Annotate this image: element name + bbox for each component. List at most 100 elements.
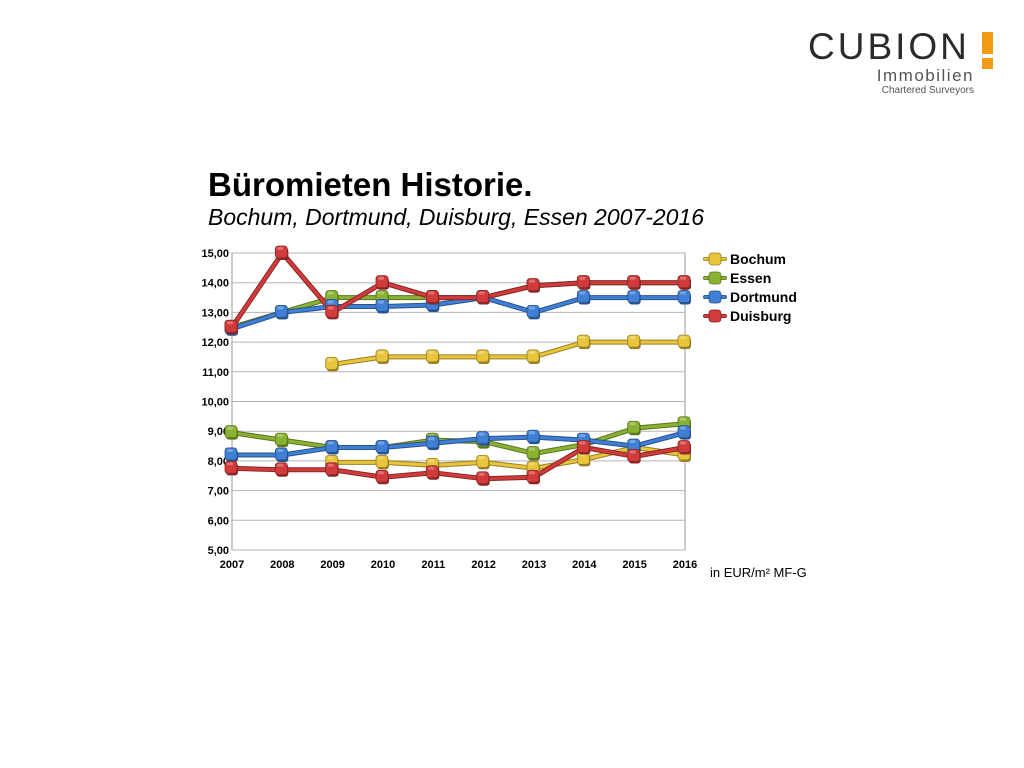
logo-exclamation-bar — [982, 32, 993, 54]
data-point-highlight — [629, 450, 636, 454]
y-tick-label: 9,00 — [208, 426, 229, 438]
data-point-highlight — [579, 441, 586, 445]
x-tick-label: 2016 — [673, 559, 697, 571]
data-point-highlight — [680, 291, 686, 295]
series-markers — [224, 245, 691, 486]
x-tick-label: 2011 — [421, 559, 445, 571]
logo-subline: Immobilien — [876, 66, 974, 85]
series-line — [230, 296, 687, 331]
x-tick-label: 2008 — [270, 559, 294, 571]
y-tick-label: 8,00 — [208, 456, 229, 468]
data-point-highlight — [327, 456, 334, 460]
y-tick-label: 11,00 — [202, 367, 229, 379]
data-point-highlight — [478, 472, 485, 476]
data-point-highlight — [529, 462, 535, 466]
y-axis-ticks: 5,00 6,00 7,00 8,00 9,00 10,00 11,00 12,00 13,00… — [201, 248, 229, 557]
y-tick-label: 7,00 — [208, 486, 229, 498]
data-point-highlight — [579, 276, 586, 280]
data-point-highlight — [478, 456, 485, 460]
data-point-highlight — [227, 426, 233, 430]
legend-marker — [708, 309, 722, 323]
data-point-highlight — [529, 471, 535, 475]
data-point-highlight — [327, 291, 334, 295]
data-point-highlight — [428, 350, 435, 354]
unit-note: in EUR/m² MF-G — [710, 565, 807, 580]
data-point-highlight — [277, 306, 284, 310]
x-tick-label: 2009 — [320, 559, 344, 571]
data-point-highlight — [378, 471, 384, 475]
series-line — [331, 340, 687, 366]
logo-tagline: Chartered Surveyors — [881, 85, 974, 96]
y-tick-label: 6,00 — [208, 515, 229, 527]
y-tick-label: 5,00 — [208, 545, 229, 557]
y-tick-label: 15,00 — [201, 248, 229, 260]
data-point-highlight — [529, 306, 535, 310]
data-point-highlight — [478, 350, 485, 354]
y-tick-label: 12,00 — [201, 337, 229, 349]
data-point-highlight — [227, 448, 233, 452]
data-point-highlight — [428, 291, 435, 295]
data-point-highlight — [378, 456, 384, 460]
series-line — [230, 431, 687, 457]
data-point-highlight — [529, 279, 535, 283]
x-tick-label: 2013 — [522, 559, 546, 571]
data-point-highlight — [629, 291, 636, 295]
data-point-highlight — [629, 336, 636, 340]
data-point-highlight — [629, 422, 636, 426]
y-tick-label: 10,00 — [201, 397, 229, 409]
series-line — [230, 251, 687, 329]
data-point-highlight — [428, 437, 435, 441]
data-point-highlight — [277, 247, 284, 250]
page-subtitle: Bochum, Dortmund, Duisburg, Essen 2007-2… — [208, 204, 705, 230]
legend-marker — [708, 252, 722, 266]
logo-wordmark: CUBION — [808, 26, 970, 67]
legend-marker — [708, 290, 722, 304]
legend-label: Essen — [730, 270, 771, 286]
series-line — [331, 446, 687, 470]
legend-marker — [708, 271, 722, 285]
data-point-highlight — [327, 306, 334, 310]
data-point-highlight — [478, 432, 485, 436]
legend-label: Duisburg — [730, 308, 791, 324]
data-point-highlight — [529, 350, 535, 354]
data-point-highlight — [227, 462, 233, 466]
data-point-highlight — [680, 417, 686, 421]
x-tick-label: 2015 — [622, 559, 646, 571]
cubion-logo: CUBION Immobilien Chartered Surveyors — [808, 28, 998, 98]
data-point-highlight — [327, 358, 334, 362]
data-point-highlight — [327, 441, 334, 445]
x-tick-label: 2010 — [371, 559, 395, 571]
data-point-highlight — [680, 336, 686, 340]
data-point-highlight — [579, 434, 586, 438]
data-point-highlight — [378, 276, 384, 280]
data-point-highlight — [529, 447, 535, 451]
data-point-highlight — [428, 459, 435, 463]
legend-label: Dortmund — [730, 289, 797, 305]
y-tick-label: 13,00 — [201, 307, 229, 319]
data-point-highlight — [378, 441, 384, 445]
data-point-highlight — [378, 300, 384, 304]
data-point-highlight — [378, 350, 384, 354]
series-line — [230, 446, 687, 481]
logo-exclamation-dot — [982, 58, 993, 69]
data-point-highlight — [629, 440, 636, 444]
data-point-highlight — [478, 291, 485, 295]
x-tick-label: 2012 — [471, 559, 495, 571]
series-lines — [229, 250, 688, 482]
data-point-highlight — [428, 466, 435, 470]
x-tick-label: 2014 — [572, 559, 597, 571]
data-point-highlight — [529, 431, 535, 435]
data-point-highlight — [277, 434, 284, 438]
data-point-highlight — [680, 276, 686, 280]
data-point-highlight — [680, 426, 686, 430]
data-point-highlight — [227, 321, 233, 325]
page-title: Büromieten Historie. — [208, 166, 533, 203]
y-tick-label: 14,00 — [201, 278, 229, 290]
legend-label: Bochum — [730, 251, 786, 267]
data-point-highlight — [327, 300, 334, 304]
data-point-highlight — [629, 276, 636, 280]
x-axis-ticks: 2007 2008 2009 2010 2011 2012 2013 2014 2015 2016 — [220, 559, 697, 571]
data-point-highlight — [327, 463, 334, 467]
data-point-highlight — [579, 291, 586, 295]
